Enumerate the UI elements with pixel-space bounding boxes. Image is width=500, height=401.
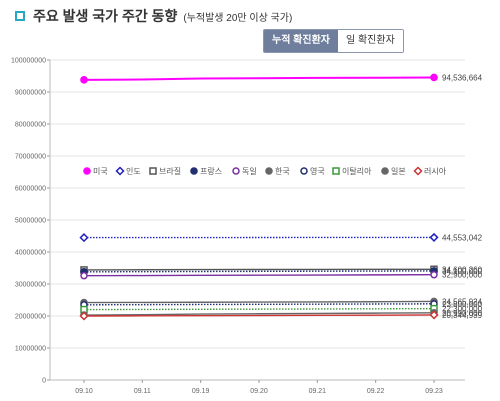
series-point-end-4: [430, 270, 438, 279]
y-tick-label: 90000000: [15, 90, 46, 97]
series-point-start-1: [79, 233, 89, 243]
series-line-5: [83, 300, 435, 304]
legend-marker-1: [115, 166, 125, 176]
series-end-label-8: 20,990,000: [442, 309, 483, 318]
x-tick-label: 09.21: [309, 388, 327, 395]
legend-marker-9: [413, 166, 423, 176]
legend-marker-4: [232, 167, 240, 175]
series-line-8: [83, 312, 435, 316]
legend-label-3: 프랑스: [200, 166, 222, 176]
series-end-label-5: 24,565,924: [442, 297, 483, 306]
series-end-label-7: 22,300,000: [442, 305, 483, 314]
series-end-label-1: 44,553,042: [442, 233, 483, 242]
legend-label-9: 러시아: [424, 166, 447, 176]
x-tick-label: 09.20: [250, 388, 268, 395]
x-tick-label: 09.11: [134, 388, 151, 395]
series-line-2: [83, 268, 435, 271]
square-bullet-icon: [15, 11, 25, 21]
x-tick-label: 09.22: [367, 388, 385, 395]
legend-marker-8: [381, 167, 389, 175]
legend-label-4: 독일: [242, 167, 257, 176]
series-end-label-3: 34,100,000: [442, 267, 483, 276]
y-tick-label: 100000000: [11, 58, 46, 65]
series-line-6: [83, 303, 435, 306]
y-tick-label: 10000000: [15, 346, 46, 353]
series-end-label-6: 23,800,000: [442, 300, 483, 309]
legend-label-1: 인도: [126, 166, 141, 176]
legend-marker-6: [300, 167, 308, 175]
chart-header: 주요 발생 국가 주간 동향 (누적발생 20만 이상 국가): [15, 6, 292, 26]
series-point-end-1: [429, 232, 439, 242]
legend-label-0: 미국: [93, 167, 108, 176]
daily-cases-tab[interactable]: 일 확진환자: [337, 30, 403, 52]
x-tick-label: 09.19: [192, 388, 210, 395]
series-line-7: [83, 307, 435, 311]
legend-marker-5: [265, 167, 273, 175]
series-line-3: [83, 270, 435, 273]
legend-marker-7: [332, 167, 340, 175]
legend-marker-2: [149, 167, 157, 175]
view-toggle: 누적 확진환자 일 확진환자: [263, 29, 404, 53]
legend-marker-0: [83, 167, 91, 175]
legend-label-8: 일본: [391, 167, 406, 176]
cumulative-cases-tab[interactable]: 누적 확진환자: [264, 30, 338, 52]
series-line-0: [83, 76, 435, 81]
y-tick-label: 0: [42, 378, 46, 385]
legend-label-5: 한국: [275, 167, 290, 176]
chart-title: 주요 발생 국가 주간 동향: [33, 8, 178, 24]
series-end-label-2: 34,600,260: [442, 265, 483, 274]
x-tick-label: 09.23: [425, 388, 443, 395]
series-point-end-9: [429, 310, 439, 320]
series-point-start-9: [79, 311, 89, 321]
legend-label-2: 브라질: [159, 167, 181, 176]
series-end-label-0: 94,536,664: [442, 73, 483, 82]
series-point-start-4: [80, 271, 88, 280]
y-tick-label: 40000000: [15, 250, 46, 257]
y-tick-label: 60000000: [15, 186, 46, 193]
y-tick-label: 30000000: [15, 282, 46, 289]
legend-label-7: 이탈리아: [342, 166, 372, 176]
legend-label-6: 영국: [310, 166, 325, 176]
series-point-end-0: [430, 73, 438, 82]
series-end-label-4: 32,900,000: [442, 271, 483, 280]
series-line-4: [83, 274, 435, 277]
series-point-start-0: [80, 76, 88, 84]
series-end-label-9: 20,344,939: [442, 311, 483, 320]
x-tick-label: 09.10: [75, 388, 93, 395]
y-tick-label: 70000000: [15, 154, 46, 161]
legend-marker-3: [190, 167, 198, 175]
y-tick-label: 20000000: [15, 314, 46, 321]
y-tick-label: 80000000: [15, 122, 46, 129]
chart-subtitle: (누적발생 20만 이상 국가): [183, 12, 293, 24]
series-line-9: [83, 314, 435, 317]
y-tick-label: 50000000: [15, 218, 46, 225]
